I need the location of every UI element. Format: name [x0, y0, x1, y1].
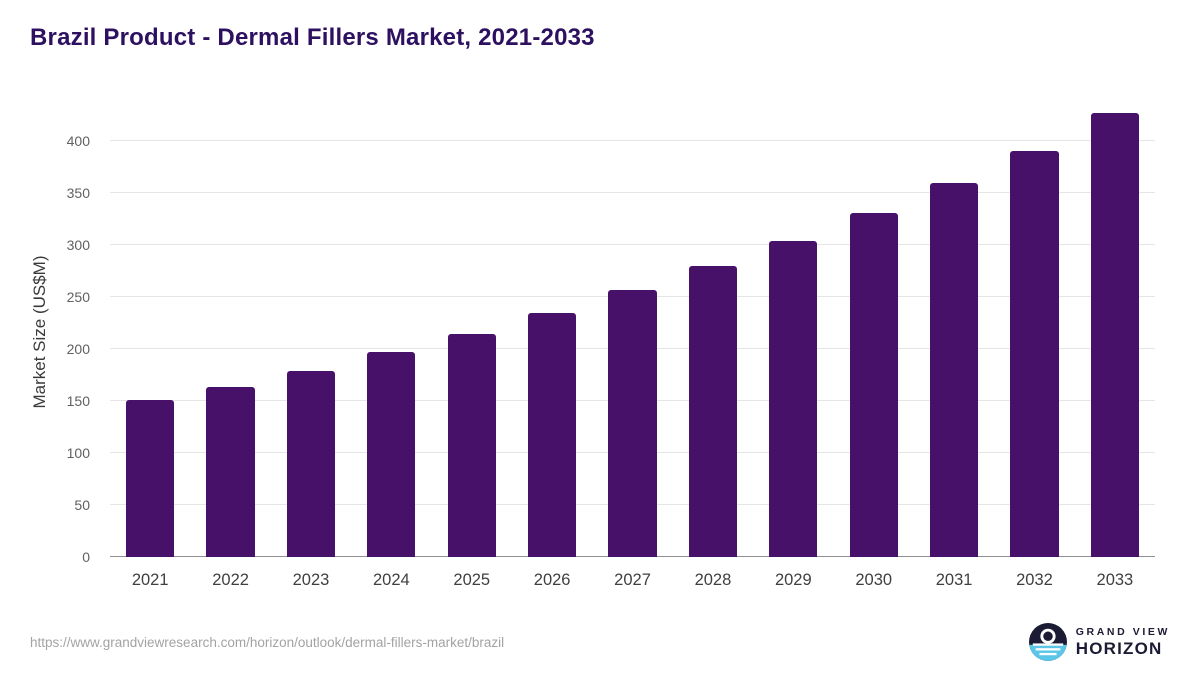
bar-slot — [1075, 105, 1155, 557]
y-tick-label: 400 — [66, 133, 90, 150]
bar-slot — [271, 105, 351, 557]
x-tick-label: 2032 — [1016, 571, 1053, 589]
x-tick-label: 2025 — [453, 571, 491, 589]
bar-slot — [753, 105, 833, 557]
bars-layer — [110, 105, 1155, 557]
x-tick-label: 2022 — [212, 571, 249, 589]
bar-slot — [432, 105, 512, 557]
x-tick-label: 2031 — [935, 571, 973, 589]
bar-slot — [110, 105, 190, 557]
y-tick-label: 0 — [82, 549, 90, 565]
y-tick-label: 250 — [66, 289, 90, 306]
bar-2031[interactable] — [929, 182, 979, 557]
logo-grand-view: GRAND VIEW — [1075, 625, 1170, 638]
brand-logo: GRAND VIEW HORIZON — [1028, 623, 1170, 661]
y-tick-label: 150 — [66, 393, 90, 410]
y-tick-label: 200 — [66, 341, 90, 358]
bar-slot — [351, 105, 431, 557]
bar-2023[interactable] — [286, 371, 336, 557]
bar-slot — [834, 105, 914, 557]
bar-2028[interactable] — [688, 266, 738, 557]
logo-horizon: HORIZON — [1075, 638, 1163, 658]
horizon-logo-icon — [1028, 623, 1067, 661]
x-tick-label: 2030 — [855, 571, 893, 589]
x-tick-label: 2029 — [774, 571, 812, 589]
x-tick-label: 2021 — [131, 571, 169, 589]
x-tick-label: 2033 — [1096, 571, 1134, 589]
x-tick-label: 2023 — [292, 571, 330, 589]
source-url: https://www.grandviewresearch.com/horizo… — [30, 634, 505, 650]
gridline — [110, 244, 1155, 246]
y-tick-label: 50 — [74, 497, 90, 514]
bar-slot — [914, 105, 994, 557]
x-tick-label: 2026 — [533, 571, 571, 589]
x-tick-label: 2024 — [373, 571, 410, 589]
plot-area — [110, 105, 1155, 557]
bar-slot — [592, 105, 672, 557]
page-title: Brazil Product - Dermal Fillers Market, … — [30, 24, 595, 51]
bar-2026[interactable] — [528, 312, 577, 557]
bar-2021[interactable] — [126, 400, 175, 557]
y-tick-label: 350 — [66, 185, 90, 202]
y-tick-label: 100 — [66, 445, 90, 462]
bar-slot — [994, 105, 1074, 557]
logo-text: GRAND VIEW HORIZON — [1076, 626, 1170, 659]
y-axis-tick-labels: 0 50 100 150 200 250 300 350 400 — [50, 105, 102, 565]
bar-2027[interactable] — [608, 289, 657, 557]
y-tick-label: 300 — [66, 237, 90, 254]
x-axis-tick-labels: 2021 2022 2023 2024 2025 2026 2027 2028 2029 2030… — [110, 565, 1155, 595]
bar-2024[interactable] — [367, 352, 416, 557]
bar-2032[interactable] — [1010, 150, 1059, 557]
bar-2029[interactable] — [769, 241, 818, 557]
bar-slot — [673, 105, 753, 557]
bar-2022[interactable] — [206, 386, 255, 557]
y-axis-title: Market Size (US$M) — [30, 255, 49, 409]
bar-2025[interactable] — [447, 333, 496, 557]
gridline — [110, 192, 1155, 194]
x-tick-label: 2027 — [614, 571, 651, 589]
bar-2030[interactable] — [849, 213, 898, 557]
gridline — [110, 140, 1155, 142]
bar-slot — [512, 105, 592, 557]
bar-2033[interactable] — [1090, 113, 1139, 557]
x-tick-label: 2028 — [694, 571, 732, 589]
footer: https://www.grandviewresearch.com/horizo… — [30, 623, 1170, 661]
bar-slot — [190, 105, 270, 557]
